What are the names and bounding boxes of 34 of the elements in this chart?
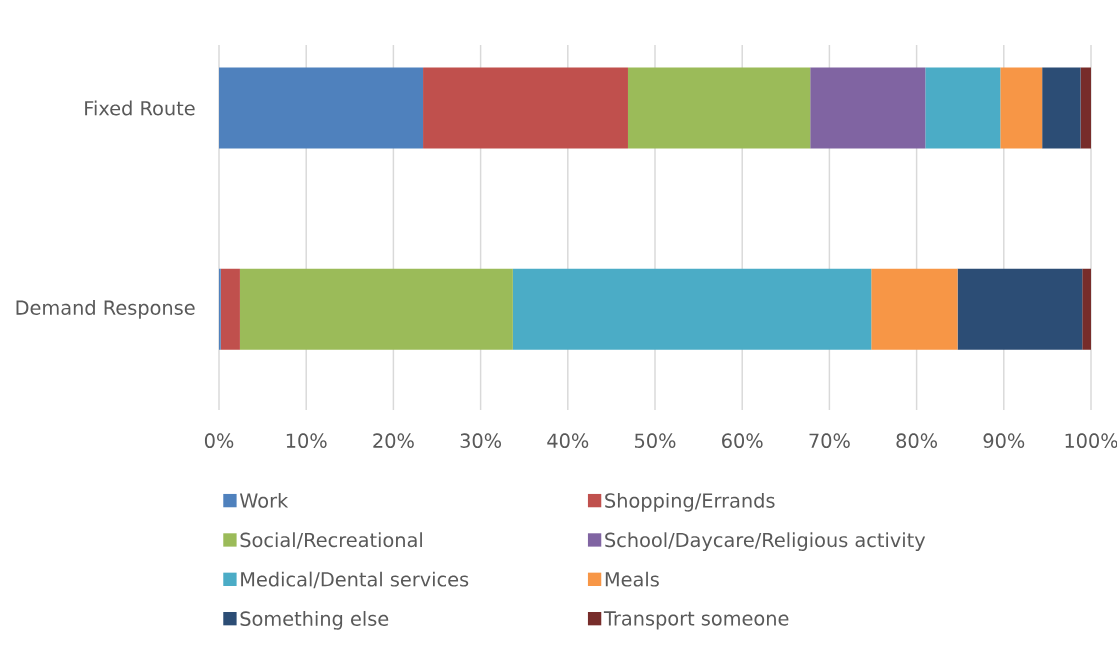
- bar: [871, 268, 958, 350]
- bar: [512, 268, 872, 350]
- x-tick-label: 10%: [286, 433, 327, 448]
- bar: [627, 67, 811, 149]
- bar: [219, 67, 424, 149]
- bar: [423, 67, 628, 149]
- y-tick-label: Fixed Route: [85, 100, 195, 116]
- bar: [925, 67, 1001, 149]
- bar: [810, 67, 926, 149]
- bar: [1000, 67, 1043, 149]
- legend-label: Something else: [240, 610, 389, 630]
- x-tick-label: 50%: [635, 433, 676, 448]
- x-tick-label: 80%: [896, 433, 938, 448]
- legend-label: Transport someone: [603, 611, 789, 630]
- bar: [957, 268, 1083, 350]
- bar: [1042, 67, 1081, 149]
- legend-label: Shopping/Errands: [605, 492, 775, 512]
- x-tick-label: 60%: [722, 433, 763, 448]
- legend-label: Social/Recreational: [240, 532, 422, 549]
- legend-label: Meals: [605, 571, 659, 587]
- bar: [220, 268, 240, 350]
- bar: [1082, 268, 1091, 350]
- legend-label: Medical/Dental services: [241, 571, 469, 589]
- x-tick-label: 90%: [983, 433, 1025, 448]
- x-tick-label: 40%: [547, 433, 589, 448]
- bar: [239, 268, 513, 350]
- x-tick-label: 20%: [373, 433, 414, 448]
- legend-label: Work: [239, 492, 289, 508]
- x-tick-label: 70%: [809, 433, 850, 448]
- x-tick-label: 100%: [1065, 433, 1117, 448]
- x-tick-label: 30%: [460, 433, 502, 448]
- y-tick-label: Demand Response: [16, 299, 195, 319]
- legend-label: School/Daycare/Religious activity: [605, 532, 926, 551]
- x-tick-label: 0%: [204, 433, 234, 448]
